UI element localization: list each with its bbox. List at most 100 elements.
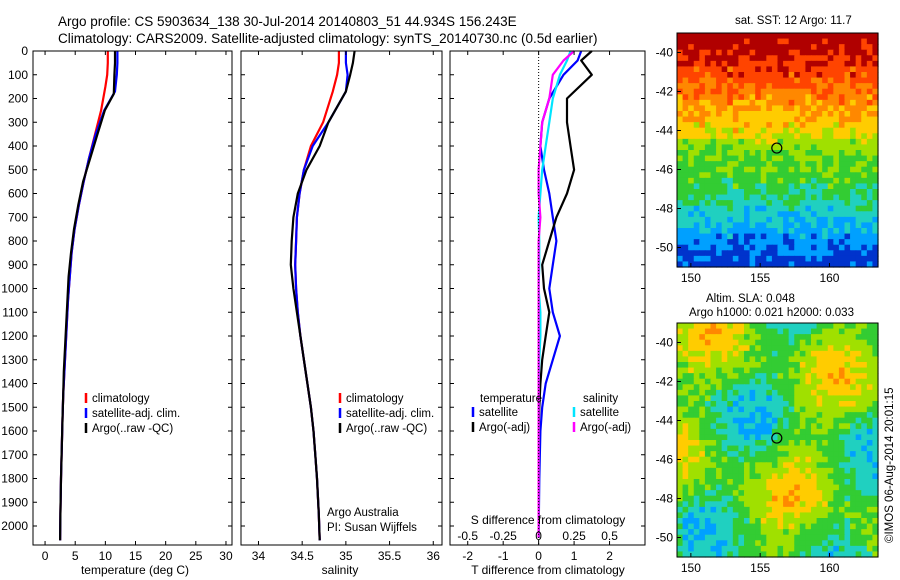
sla-map-cell — [805, 495, 812, 502]
sst-map-cell — [677, 122, 684, 129]
sla-map-cell — [866, 339, 874, 346]
sst-map-cell — [833, 105, 840, 112]
sla-map-cell — [844, 445, 851, 452]
sla-map-cell — [838, 395, 846, 402]
sst-map-cell — [766, 60, 773, 68]
sla-map-cell — [833, 440, 840, 447]
sla-map-cell — [777, 389, 784, 397]
sla-map-cell — [855, 384, 862, 391]
sla-map-cell — [855, 389, 862, 397]
sla-map-cell — [744, 417, 751, 424]
sla-map-cell — [838, 417, 846, 424]
sla-map-cell — [861, 501, 868, 508]
sst-map-cell — [866, 66, 874, 73]
sla-map-cell — [760, 506, 767, 514]
sla-map-cell — [732, 367, 740, 374]
sst-map-cell — [838, 49, 846, 56]
sla-map-cell — [816, 529, 823, 536]
sla-map-cell — [727, 373, 734, 380]
sla-map-cell — [766, 445, 773, 452]
sla-map-cell — [744, 356, 751, 363]
sst-map-cell — [749, 255, 756, 263]
sla-map-cell — [744, 350, 751, 358]
sla-map-cell — [794, 467, 801, 475]
sla-map-cell — [766, 495, 773, 502]
sst-map-cell — [744, 133, 751, 140]
sla-map-cell — [788, 334, 795, 341]
sst-map-cell — [827, 166, 834, 173]
sst-map-cell — [744, 77, 751, 84]
sst-map-cell — [805, 111, 812, 118]
sst-map-cell — [732, 122, 740, 129]
sla-map-cell — [833, 406, 840, 413]
sst-map-cell — [872, 261, 879, 268]
sla-map-cell — [827, 412, 834, 419]
sla-map-cell — [732, 417, 740, 424]
sst-map-cell — [704, 194, 712, 201]
sla-map-cell — [844, 367, 851, 374]
sst-map-cell — [805, 72, 812, 79]
sla-map-cell — [838, 339, 846, 346]
sst-map-cell — [766, 189, 773, 196]
sla-map-cell — [699, 367, 706, 374]
sla-map-cell — [811, 378, 818, 385]
sst-map-cell — [760, 261, 767, 268]
sst-map-cell — [788, 177, 795, 185]
sla-map-cell — [827, 339, 834, 346]
sst-map-cell — [699, 72, 706, 79]
temperature-legend-entry: satellite-adj. clim. — [92, 408, 180, 420]
sla-map-cell — [732, 350, 740, 358]
sla-map-cell — [749, 462, 756, 469]
sst-map-cell — [716, 105, 723, 112]
sla-map-cell — [850, 529, 857, 536]
sst-map-cell — [704, 66, 712, 73]
sst-map-cell — [716, 166, 723, 173]
sst-map-cell — [783, 233, 790, 240]
sst-map-cell — [760, 49, 767, 56]
sla-map-cell — [693, 434, 700, 441]
sst-map-cell — [822, 99, 829, 107]
sst-map-cell — [699, 189, 706, 196]
sla-map-cell — [794, 417, 801, 424]
sst-map-cell — [699, 177, 706, 185]
sst-map-cell — [749, 77, 756, 84]
sst-map-cell — [727, 33, 734, 40]
sla-map-cell — [783, 484, 790, 491]
sla-map-cell — [744, 373, 751, 380]
sst-map-cell — [760, 83, 767, 90]
sla-map-cell — [794, 512, 801, 519]
sst-map-cell — [755, 216, 762, 224]
sla-map-cell — [704, 456, 712, 463]
sla-map-cell — [704, 362, 712, 369]
sst-map-cell — [822, 216, 829, 224]
sst-map-cell — [788, 183, 795, 190]
sla-map-cell — [749, 473, 756, 480]
sst-map-cell — [811, 83, 818, 90]
sst-map-cell — [760, 77, 767, 84]
sst-map-cell — [799, 122, 807, 129]
sla-map-cell — [872, 540, 879, 547]
sst-map-cell — [693, 228, 700, 235]
sst-map-cell — [822, 177, 829, 185]
sst-map-cell — [688, 55, 695, 62]
sla-map-cell — [704, 389, 712, 397]
sla-map-cell — [838, 540, 846, 547]
sla-map-cell — [794, 495, 801, 502]
sla-map-cell — [677, 518, 684, 525]
sla-map-cell — [844, 406, 851, 413]
difference-xtick-label: 1 — [571, 549, 578, 563]
sla-map-cell — [732, 323, 740, 330]
sla-map-cell — [755, 373, 762, 380]
sla-map-cell — [699, 350, 706, 358]
sst-map-cell — [771, 228, 779, 235]
sla-map-cell — [766, 428, 773, 436]
sst-map-cell — [855, 66, 862, 73]
sla-map-cell — [783, 490, 790, 497]
sla-map-cell — [710, 473, 717, 480]
sla-map-cell — [710, 495, 717, 502]
sla-map-cell — [727, 445, 734, 452]
sla-map-cell — [872, 473, 879, 480]
sst-map-cell — [844, 133, 851, 140]
sla-map-cell — [710, 423, 717, 430]
depth-tick-label: 1200 — [1, 329, 28, 343]
